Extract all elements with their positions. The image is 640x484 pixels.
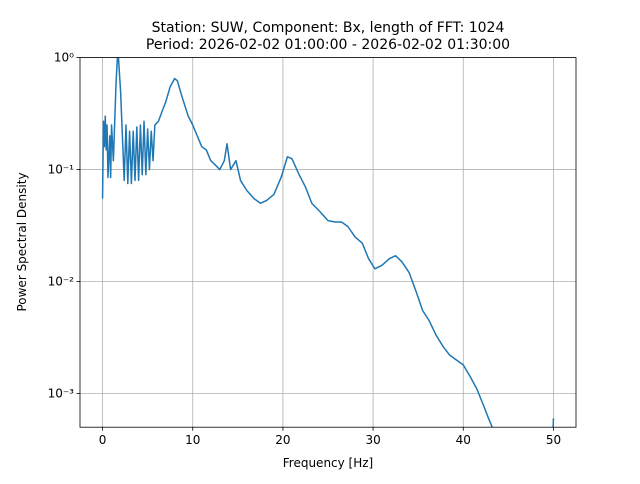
x-tick-label: 40 [456, 433, 471, 447]
x-tick-label: 50 [546, 433, 561, 447]
chart-title: Station: SUW, Component: Bx, length of F… [152, 20, 505, 36]
y-tick-label: 10⁰ [54, 51, 74, 65]
x-tick-label: 10 [185, 433, 200, 447]
y-tick-label: 10⁻² [48, 275, 75, 289]
y-tick-label: 10⁻¹ [48, 163, 75, 177]
y-tick-label: 10⁻³ [48, 386, 75, 400]
x-tick-label: 0 [99, 433, 107, 447]
axes-frame [79, 57, 577, 428]
x-tick-label: 30 [365, 433, 380, 447]
y-axis-label: Power Spectral Density [15, 172, 29, 311]
x-axis-label: Frequency [Hz] [283, 456, 374, 470]
spectrum-line [101, 57, 555, 428]
chart-subtitle: Period: 2026-02-02 01:00:00 - 2026-02-02… [146, 37, 510, 53]
x-tick-label: 20 [275, 433, 290, 447]
